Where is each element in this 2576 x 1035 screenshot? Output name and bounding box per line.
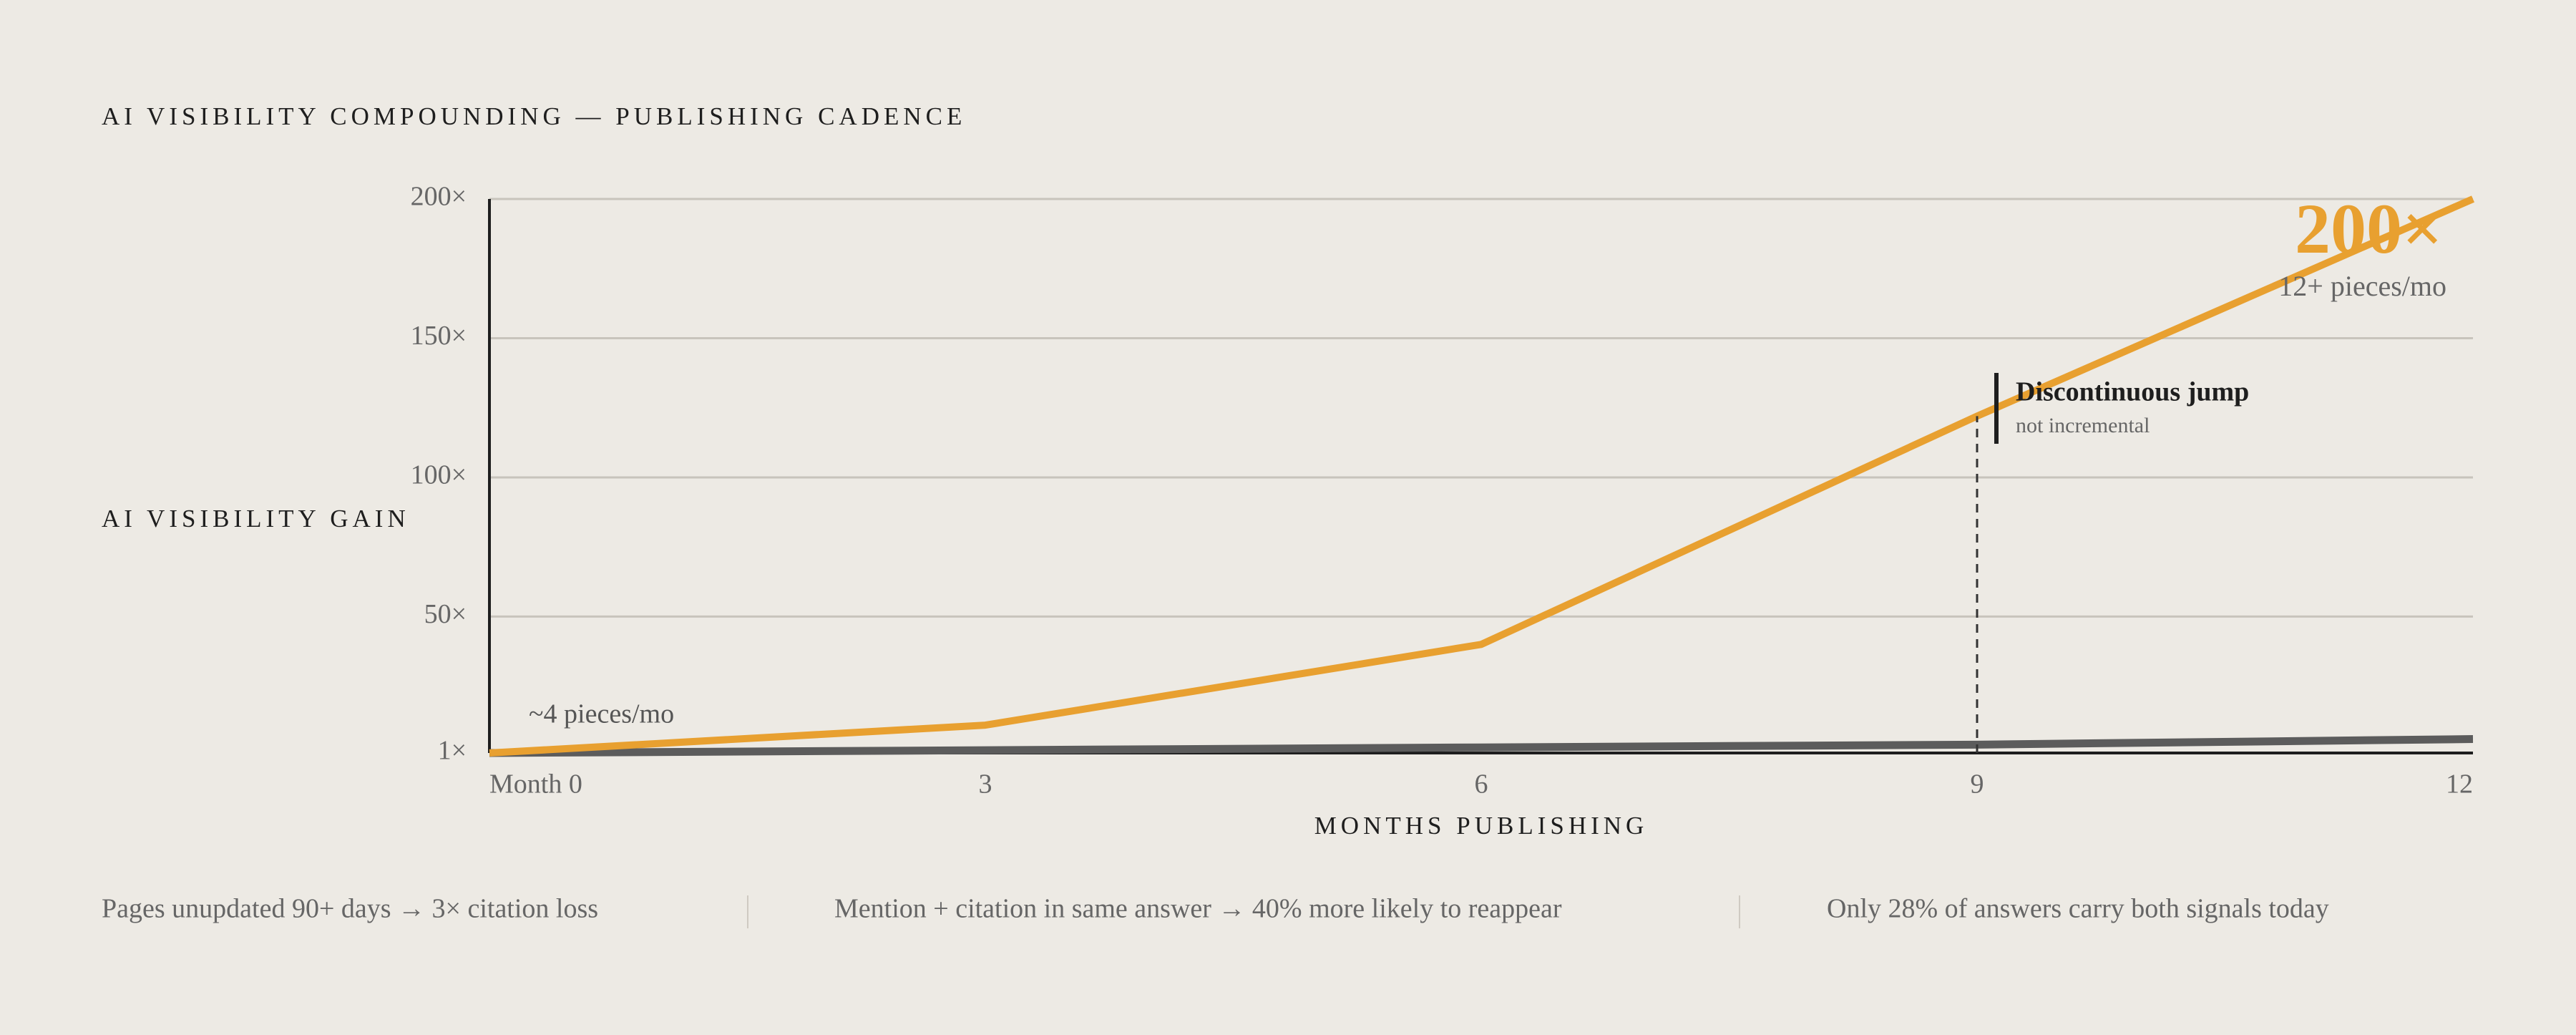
footer-note: Mention + citation in same answer → 40% …: [834, 894, 1562, 924]
annotation: ~4 pieces/mo: [529, 699, 674, 729]
y-axis-title: AI VISIBILITY GAIN: [102, 505, 410, 533]
annotation: 200×: [2295, 189, 2443, 268]
series-line: [489, 735, 2474, 757]
x-tick-label: 12: [2446, 769, 2473, 800]
x-axis-title: MONTHS PUBLISHING: [1314, 812, 1649, 840]
x-tick-label: 6: [1475, 769, 1488, 800]
footer-note: Pages unupdated 90+ days → 3× citation l…: [102, 894, 598, 924]
chart-title: AI VISIBILITY COMPOUNDING — PUBLISHING C…: [102, 102, 966, 130]
y-tick-label: 1×: [438, 736, 467, 766]
annotation: 12+ pieces/mo: [2278, 270, 2446, 302]
y-tick-label: 200×: [411, 182, 467, 212]
x-tick-label: 3: [979, 769, 992, 800]
series-line: [489, 195, 2475, 757]
y-tick-label: 100×: [411, 460, 467, 490]
x-tick-label: Month 0: [489, 769, 582, 800]
y-tick-label: 50×: [424, 599, 467, 629]
annotation: not incremental: [2016, 414, 2150, 437]
footer-note: Only 28% of answers carry both signals t…: [1827, 894, 2329, 924]
annotation: Discontinuous jump: [2016, 377, 2249, 407]
y-tick-label: 150×: [411, 321, 467, 351]
x-tick-label: 9: [1971, 769, 1984, 800]
